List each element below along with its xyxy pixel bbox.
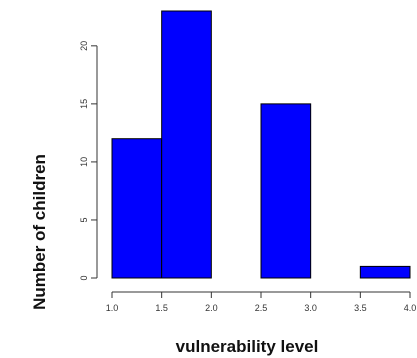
bar-1 xyxy=(161,10,212,279)
x-tick-label-0: 1.0 xyxy=(106,303,119,313)
y-tick-label-2: 10 xyxy=(79,157,89,167)
x-tick-label-1: 1.5 xyxy=(155,303,168,313)
y-tick-label-3: 15 xyxy=(79,99,89,109)
bar-5 xyxy=(359,265,411,279)
y-tick-label-1: 5 xyxy=(79,217,89,222)
x-axis-title: vulnerability level xyxy=(176,337,319,356)
x-tick-label-5: 3.5 xyxy=(354,303,367,313)
x-tick-label-4: 3.0 xyxy=(304,303,317,313)
x-axis: 1.0 1.5 2.0 2.5 3.0 3.5 4.0 xyxy=(106,291,417,313)
x-tick-label-6: 4.0 xyxy=(404,303,417,313)
bar-3 xyxy=(260,103,312,279)
y-tick-label-4: 20 xyxy=(79,41,89,51)
x-tick-label-2: 2.0 xyxy=(205,303,218,313)
bars-group xyxy=(111,10,411,279)
y-tick-label-0: 0 xyxy=(79,275,89,280)
y-axis-title: Number of children xyxy=(30,154,49,310)
x-tick-label-3: 2.5 xyxy=(255,303,268,313)
y-axis: 0 5 10 15 20 xyxy=(79,41,98,281)
bar-0 xyxy=(111,138,163,279)
